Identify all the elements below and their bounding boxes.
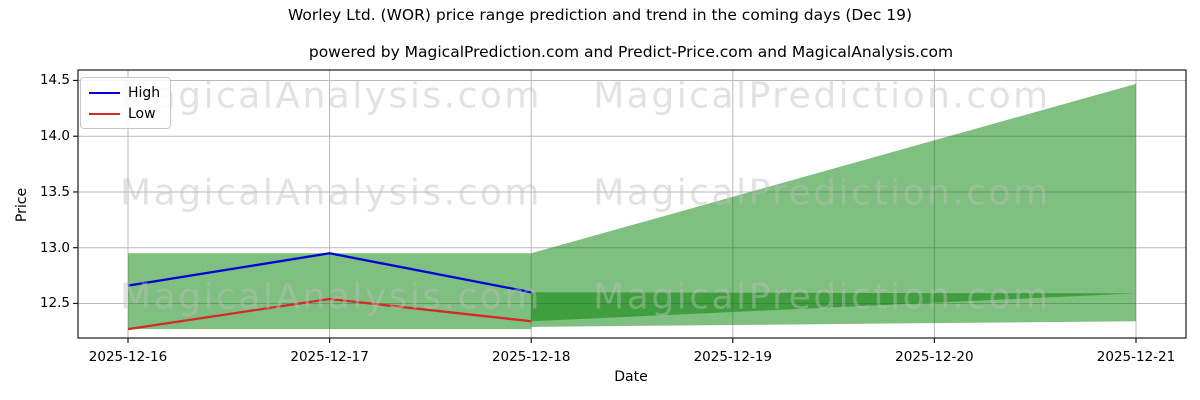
x-tick-label: 2025-12-20: [895, 349, 974, 365]
series-line-high: [127, 252, 532, 294]
x-tick-label: 2025-12-21: [1096, 349, 1176, 365]
legend-item-low: Low: [89, 103, 160, 124]
x-axis-label: Date: [614, 369, 648, 385]
band-forecast-trend: [531, 292, 1136, 322]
y-tick-label: 13.5: [39, 183, 70, 200]
y-tick-label: 13.0: [39, 239, 70, 256]
high-line-swatch: [89, 91, 120, 94]
axes-frame: [77, 69, 1187, 339]
y-tick-label: 12.5: [39, 295, 70, 312]
band-forecast-range: [531, 83, 1136, 327]
x-tick-label: 2025-12-18: [491, 349, 571, 365]
y-tick-label: 14.0: [39, 128, 70, 145]
x-tick-label: 2025-12-19: [693, 349, 773, 365]
legend-label-low: Low: [128, 105, 156, 122]
legend-label-high: High: [128, 84, 161, 101]
x-tick-label: 2025-12-16: [88, 349, 168, 365]
legend-item-high: High: [89, 82, 160, 103]
chart-subtitle: powered by MagicalPrediction.com and Pre…: [308, 43, 954, 61]
x-tick-label: 2025-12-17: [290, 349, 369, 365]
low-line-swatch: [89, 112, 120, 115]
band-historical-range: [128, 253, 532, 330]
chart-title: Worley Ltd. (WOR) price range prediction…: [287, 6, 913, 24]
series-line-low: [127, 297, 532, 331]
legend: High Low: [80, 77, 172, 129]
y-tick-label: 14.5: [39, 72, 70, 89]
